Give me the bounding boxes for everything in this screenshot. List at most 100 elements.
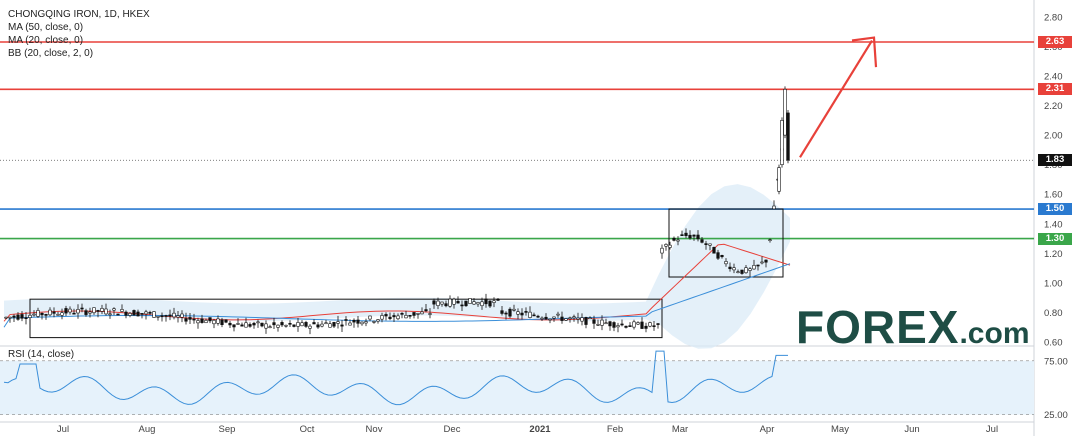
candle-body bbox=[72, 312, 76, 315]
candle-body bbox=[640, 321, 644, 329]
candle-body bbox=[188, 317, 192, 320]
candle-body bbox=[160, 315, 164, 317]
candle-body bbox=[272, 322, 276, 326]
candle-body bbox=[28, 314, 32, 318]
target-arrowhead bbox=[851, 36, 878, 68]
price-tag-2: 1.83 bbox=[1038, 154, 1072, 167]
candle-body bbox=[196, 320, 200, 324]
y-tick-label-2: 2.40 bbox=[1044, 71, 1063, 82]
x-tick-label-7: Feb bbox=[607, 424, 623, 435]
y-tick-label-10: 0.80 bbox=[1044, 308, 1063, 319]
candle-body bbox=[212, 319, 216, 325]
candle-body bbox=[548, 318, 552, 321]
candle-body bbox=[92, 307, 96, 314]
candle-body bbox=[584, 317, 588, 325]
candle-body bbox=[112, 308, 116, 311]
candle-body bbox=[352, 319, 356, 323]
candle-body bbox=[148, 312, 152, 314]
candle-body bbox=[420, 311, 424, 315]
x-tick-label-12: Jul bbox=[986, 424, 998, 435]
candle-body bbox=[320, 323, 324, 327]
candle-body bbox=[740, 269, 744, 274]
x-tick-label-4: Nov bbox=[366, 424, 383, 435]
range-box-2 bbox=[668, 208, 784, 278]
candle-body bbox=[656, 323, 660, 325]
candle-body bbox=[768, 239, 772, 241]
candle-body bbox=[680, 234, 684, 236]
candle-body bbox=[20, 314, 24, 319]
candle-body bbox=[516, 311, 520, 315]
y-tick-label-4: 2.00 bbox=[1044, 131, 1063, 142]
candle-body bbox=[492, 300, 496, 303]
candle-body bbox=[136, 311, 140, 317]
candle-body bbox=[608, 321, 612, 327]
candle-body bbox=[24, 317, 28, 319]
price-tag-0: 2.63 bbox=[1038, 35, 1072, 48]
candle-body bbox=[116, 313, 120, 316]
candle-body bbox=[328, 323, 332, 328]
candle-body bbox=[688, 234, 692, 239]
candle-body bbox=[280, 322, 284, 326]
candle-body bbox=[580, 317, 584, 322]
rsi-tick-label-0: 75.00 bbox=[1044, 356, 1068, 367]
candle-body bbox=[12, 315, 16, 318]
candle-body bbox=[416, 313, 420, 315]
candle-body bbox=[528, 311, 532, 318]
candle-body bbox=[248, 324, 252, 327]
y-tick-label-8: 1.20 bbox=[1044, 249, 1063, 260]
y-tick-label-0: 2.80 bbox=[1044, 12, 1063, 23]
candle-body bbox=[288, 323, 292, 325]
candle-body bbox=[480, 301, 484, 307]
candle-body bbox=[220, 319, 224, 325]
candle-body bbox=[336, 321, 340, 324]
candle-body bbox=[536, 315, 540, 318]
candle-body bbox=[748, 268, 752, 271]
candle-body bbox=[152, 311, 156, 318]
candle-body bbox=[728, 266, 732, 270]
candle-body bbox=[524, 311, 528, 313]
candle-body bbox=[184, 318, 188, 322]
candle-body bbox=[572, 316, 576, 319]
candle-body bbox=[384, 314, 388, 317]
candle-body bbox=[360, 321, 364, 325]
candle-body bbox=[684, 232, 688, 237]
x-tick-label-2: Sep bbox=[219, 424, 236, 435]
candle-body bbox=[324, 322, 328, 325]
candle-body bbox=[464, 300, 468, 307]
candle-body bbox=[344, 319, 348, 321]
candle-body bbox=[488, 300, 492, 307]
candle-body bbox=[712, 247, 716, 254]
candle-body bbox=[412, 312, 416, 316]
candle-body bbox=[104, 308, 108, 315]
candle-body bbox=[368, 315, 372, 320]
candle-body bbox=[32, 313, 36, 316]
spike-candle-body-2 bbox=[783, 88, 787, 136]
candle-body bbox=[724, 261, 728, 265]
candle-body bbox=[232, 324, 236, 328]
candle-body bbox=[596, 324, 600, 326]
spike-candle-body-3 bbox=[786, 112, 790, 161]
y-tick-label-6: 1.60 bbox=[1044, 190, 1063, 201]
candle-body bbox=[620, 323, 624, 326]
candle-body bbox=[240, 324, 244, 327]
candle-body bbox=[552, 316, 556, 319]
candle-body bbox=[744, 267, 748, 274]
candle-body bbox=[672, 237, 676, 241]
candle-body bbox=[592, 319, 596, 324]
candle-body bbox=[452, 298, 456, 305]
candle-body bbox=[264, 323, 268, 329]
candle-body bbox=[448, 298, 452, 307]
candle-body bbox=[340, 324, 344, 327]
candle-body bbox=[276, 324, 280, 328]
candle-body bbox=[496, 299, 500, 301]
y-tick-label-7: 1.40 bbox=[1044, 219, 1063, 230]
candle-body bbox=[56, 314, 60, 316]
candle-body bbox=[128, 313, 132, 316]
candle-body bbox=[392, 315, 396, 318]
candle-body bbox=[736, 271, 740, 274]
candle-body bbox=[88, 311, 92, 314]
candle-body bbox=[660, 247, 664, 254]
candle-body bbox=[624, 325, 628, 328]
candle-body bbox=[132, 310, 136, 316]
candle-body bbox=[404, 315, 408, 319]
